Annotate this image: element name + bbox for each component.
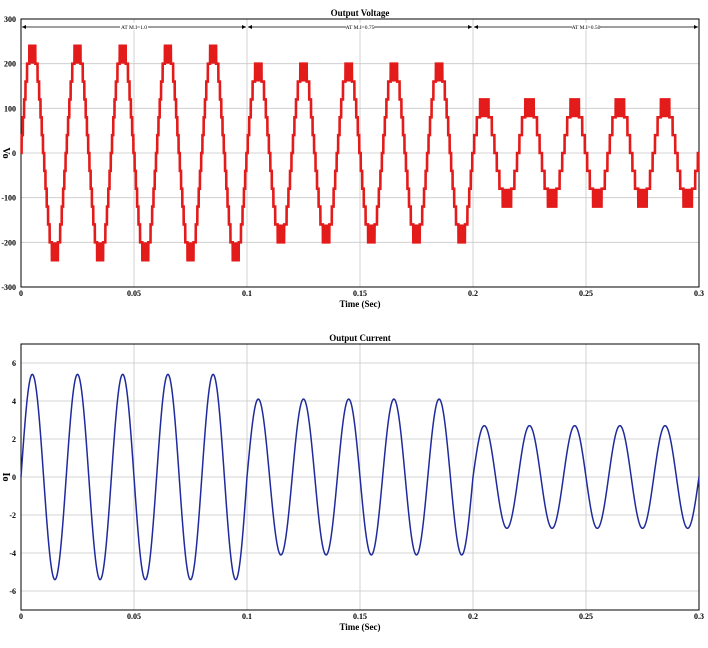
- x-tick-label: 0.15: [353, 612, 367, 621]
- x-tick-label: 0.25: [579, 289, 593, 298]
- current-chart: Output Current 0 0.05 0.1 0.15 0.2 0.25 0.3 6 4 2 0…: [0, 333, 704, 632]
- arrow-head: [248, 25, 252, 29]
- pwm-band: [548, 188, 557, 207]
- x-tick-label: 0: [19, 289, 23, 298]
- y-tick-label: 300: [4, 15, 16, 24]
- pwm-band: [367, 224, 376, 243]
- y-tick-label: -300: [1, 283, 16, 292]
- pwm-band: [186, 242, 195, 261]
- x-axis-label: Time (Sec): [339, 299, 380, 309]
- pwm-band: [50, 242, 59, 261]
- x-tick-label: 0: [19, 612, 23, 621]
- y-tick-label: 100: [4, 104, 16, 113]
- pwm-band: [683, 188, 692, 207]
- x-tick-label: 0.2: [468, 289, 478, 298]
- y-tick-label: -2: [9, 511, 16, 520]
- arrow-head: [242, 25, 246, 29]
- pwm-band: [28, 45, 37, 64]
- y-tick-label: 0: [12, 473, 16, 482]
- x-tick-label: 0.1: [242, 612, 252, 621]
- pwm-band: [344, 63, 353, 82]
- mi-annotation: AT M.I=0.75: [346, 25, 375, 31]
- arrow-head: [694, 25, 698, 29]
- y-tick-label: 4: [12, 397, 16, 406]
- mi-annotation: AT M.I=0.50: [572, 25, 601, 31]
- y-tick-label: 0: [12, 149, 16, 158]
- y-tick-label: -4: [9, 549, 16, 558]
- pwm-chatter: [28, 45, 692, 261]
- x-axis-label: Time (Sec): [339, 622, 380, 632]
- pwm-band: [615, 99, 624, 118]
- pwm-band: [435, 63, 444, 82]
- pwm-band: [502, 188, 511, 207]
- x-tick-label: 0.05: [127, 612, 141, 621]
- y-tick-label: 200: [4, 60, 16, 69]
- pwm-band: [96, 242, 105, 261]
- arrow-head: [468, 25, 472, 29]
- pwm-band: [412, 224, 421, 243]
- pwm-band: [593, 188, 602, 207]
- series-line: [20, 373, 700, 581]
- series-line: [20, 44, 700, 262]
- y-tick-label: -6: [9, 587, 16, 596]
- x-tick-label: 0.1: [242, 289, 252, 298]
- chart-title: Output Current: [329, 333, 391, 343]
- x-tick-label: 0.2: [468, 612, 478, 621]
- pwm-band: [254, 63, 263, 82]
- mi-annotation: AT M.I=1.0: [121, 25, 147, 31]
- pwm-band: [389, 63, 398, 82]
- y-tick-label: -100: [1, 194, 16, 203]
- x-tick-label: 0.25: [579, 612, 593, 621]
- pwm-band: [299, 63, 308, 82]
- pwm-band: [231, 242, 240, 261]
- pwm-band: [480, 99, 489, 118]
- pwm-band: [525, 99, 534, 118]
- annotation-bg: [572, 23, 600, 30]
- pwm-band: [457, 224, 466, 243]
- pwm-band: [118, 45, 127, 64]
- pwm-band: [73, 45, 82, 64]
- voltage-chart: Output Voltage 0 0.05 0.1 0.15 0.2 0.25 0.3 300 2…: [0, 8, 704, 309]
- pwm-band: [570, 99, 579, 118]
- y-tick-label: 2: [12, 435, 16, 444]
- pwm-band: [276, 224, 285, 243]
- pwm-band: [322, 224, 331, 243]
- x-tick-label: 0.3: [694, 289, 704, 298]
- pwm-band: [163, 45, 172, 64]
- pwm-band: [141, 242, 150, 261]
- y-axis-label: Io: [0, 473, 11, 482]
- pwm-band: [661, 99, 670, 118]
- mi-annotations: AT M.I=1.0 AT M.I=0.75 AT M.I=0.50: [22, 23, 698, 31]
- x-tick-label: 0.15: [353, 289, 367, 298]
- y-tick-label: -200: [1, 238, 16, 247]
- arrow-head: [474, 25, 478, 29]
- pwm-band: [638, 188, 647, 207]
- y-tick-label: 6: [12, 359, 16, 368]
- arrow-head: [22, 25, 26, 29]
- annotation-bg: [120, 23, 148, 30]
- x-tick-label: 0.05: [127, 289, 141, 298]
- annotation-bg: [346, 23, 374, 30]
- pwm-band: [209, 45, 218, 64]
- chart-title: Output Voltage: [331, 8, 390, 18]
- y-axis-label: Vo: [0, 147, 11, 158]
- x-tick-label: 0.3: [694, 612, 704, 621]
